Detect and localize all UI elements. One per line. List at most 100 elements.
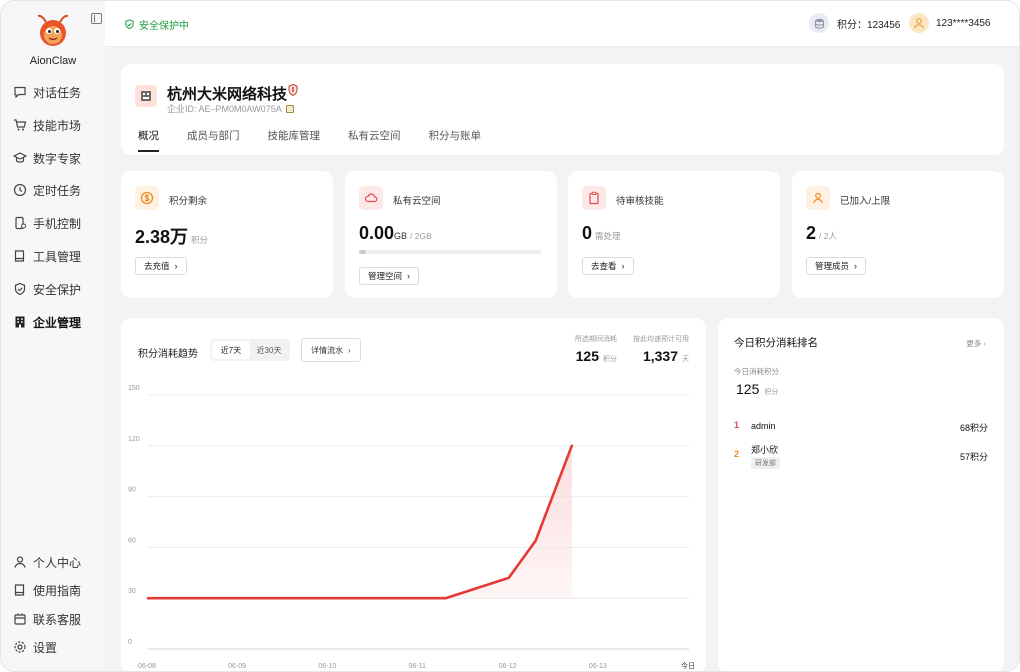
points-trend-card: 积分消耗趋势 近7天 近30天 详情流水 › 所选期间消耗 125 积分 按此均速预… [121,318,706,671]
chevron-right-icon: › [348,345,351,355]
points-balance-label: 积分：123456 [837,19,901,31]
kpi-label: 所选期间消耗 [575,336,617,343]
stat-unit: / 2人 [819,231,837,241]
stat-value: 2.38万 积分 [135,223,208,249]
total-value: 125 [736,381,760,397]
kpi-label: 按此均速预计可用 [633,336,689,343]
company-id: 企业ID: AE–PM0M0AW075A [167,102,294,115]
sidebar-item-label: 手机控制 [33,216,82,231]
verified-badge-icon [288,84,298,96]
storage-progress-fill [359,250,367,254]
collapse-sidebar-icon[interactable] [91,13,102,24]
tab-private-cloud[interactable]: 私有云空间 [348,130,401,142]
range-toggle: 近7天 近30天 [210,339,290,361]
gear-icon [14,641,26,653]
x-tick-label: 06-11 [409,663,426,670]
sidebar-item-settings[interactable]: 设置 [1,636,105,658]
book-icon [14,250,25,262]
tab-overview[interactable]: 概况 [138,128,159,152]
cloud-capacity: / 2GB [410,231,432,241]
sidebar-item-digital-expert[interactable]: 数字专家 [1,147,105,169]
sidebar-item-support[interactable]: 联系客服 [1,608,105,630]
shield-icon [14,282,26,296]
aionclaw-logo[interactable] [35,13,71,49]
range-7-days[interactable]: 近7天 [212,341,250,359]
chevron-right-icon: › [983,339,987,348]
recharge-button[interactable]: 去充值 › [135,257,187,275]
series-area [445,445,572,599]
range-30-days[interactable]: 近30天 [256,345,282,355]
rank-number: 2 [734,449,740,459]
sidebar-item-label: 对话任务 [33,85,82,100]
detail-flow-label: 详情流水 [311,345,343,355]
ranking-title: 今日积分消耗排名 [734,337,818,349]
sidebar-item-label: 安全保护 [33,282,82,297]
sidebar-item-phone-control[interactable]: 手机控制 [1,212,105,234]
manage-members-button-label: 管理成员 [815,261,850,271]
more-link[interactable]: 更多 › [966,338,986,349]
sidebar-item-security[interactable]: 安全保护 [1,278,105,300]
user-icon [14,556,26,568]
service-icon [14,613,26,625]
x-tick-label: 06-13 [589,663,607,670]
review-button[interactable]: 去查看 › [582,257,634,275]
sidebar-item-enterprise[interactable]: 企业管理 [1,311,105,333]
sidebar-item-scheduled-tasks[interactable]: 定时任务 [1,179,105,201]
stat-label: 积分剩余 [169,196,208,207]
sidebar-item-profile[interactable]: 个人中心 [1,551,105,573]
company-card: 杭州大米网络科技 企业ID: AE–PM0M0AW075A 概况 成员与部门 技… [121,64,1004,155]
manage-members-button[interactable]: 管理成员 › [806,257,867,275]
chevron-right-icon: › [621,261,625,271]
sidebar-item-chat-tasks[interactable]: 对话任务 [1,81,105,103]
chevron-right-icon: › [174,261,178,271]
person-icon [806,186,830,210]
detail-flow-button[interactable]: 详情流水 › [301,338,361,362]
stat-unit: 需处理 [595,231,621,241]
security-status[interactable]: 安全保护中 [124,17,189,32]
stat-value: 2 / 2人 [806,223,837,244]
total-consumption: 125 积分 [736,381,778,397]
series-line [146,444,574,600]
recharge-button-label: 去充值 [144,261,170,271]
sidebar-item-tool-management[interactable]: 工具管理 [1,245,105,267]
tab-points-billing[interactable]: 积分与账单 [428,130,482,142]
private-cloud-card: 私有云空间 0.00 GB / 2GB 管理空间 › [345,171,557,298]
sidebar-item-label: 联系客服 [33,612,82,627]
cloud-used-unit: GB [394,231,408,241]
username: 123****3456 [936,17,991,29]
points-balance[interactable]: 积分：123456 [809,13,900,33]
x-tick-label: 06-09 [228,663,246,670]
avatar [909,13,929,33]
company-id-label: 企业ID: AE–PM0M0AW075A [167,104,282,114]
review-button-label: 去查看 [591,261,617,271]
manage-space-button[interactable]: 管理空间 › [359,267,420,285]
more-link-label: 更多 [966,339,982,348]
ranking-card: 今日积分消耗排名 更多 › 今日消耗积分 125 积分 1 admin 68积分… [718,318,1004,671]
clipboard-icon [582,186,606,210]
cart-icon [14,119,27,131]
sidebar-item-guide[interactable]: 使用指南 [1,579,105,601]
copy-icon[interactable] [285,104,294,113]
trend-title: 积分消耗趋势 [138,349,198,360]
total-unit: 积分 [764,389,779,396]
sidebar-item-skill-market[interactable]: 技能市场 [1,114,105,136]
rank-number: 1 [734,420,740,430]
user-menu[interactable]: 123****3456 [909,13,991,33]
sidebar-item-label: 技能市场 [33,118,82,133]
stat-label: 私有云空间 [393,196,441,207]
kpi-unit: 天 [682,356,689,363]
stat-value: 0.00 GB / 2GB [359,223,432,244]
tab-members[interactable]: 成员与部门 [187,130,240,142]
kpi-value-row: 125 积分 [575,348,617,364]
points-remaining-card: 积分剩余 2.38万 积分 去充值 › [121,171,333,298]
sidebar-item-label: 定时任务 [33,183,82,198]
period-consumption: 所选期间消耗 125 积分 [575,334,617,364]
graduation-cap-icon [13,152,27,163]
tab-skill-library[interactable]: 技能库管理 [267,130,321,142]
cloud-icon [359,186,383,210]
guide-icon [14,584,25,596]
member-name: 郑小欣 [751,445,779,455]
shield-check-icon [125,19,134,30]
member-name: admin [751,421,776,431]
